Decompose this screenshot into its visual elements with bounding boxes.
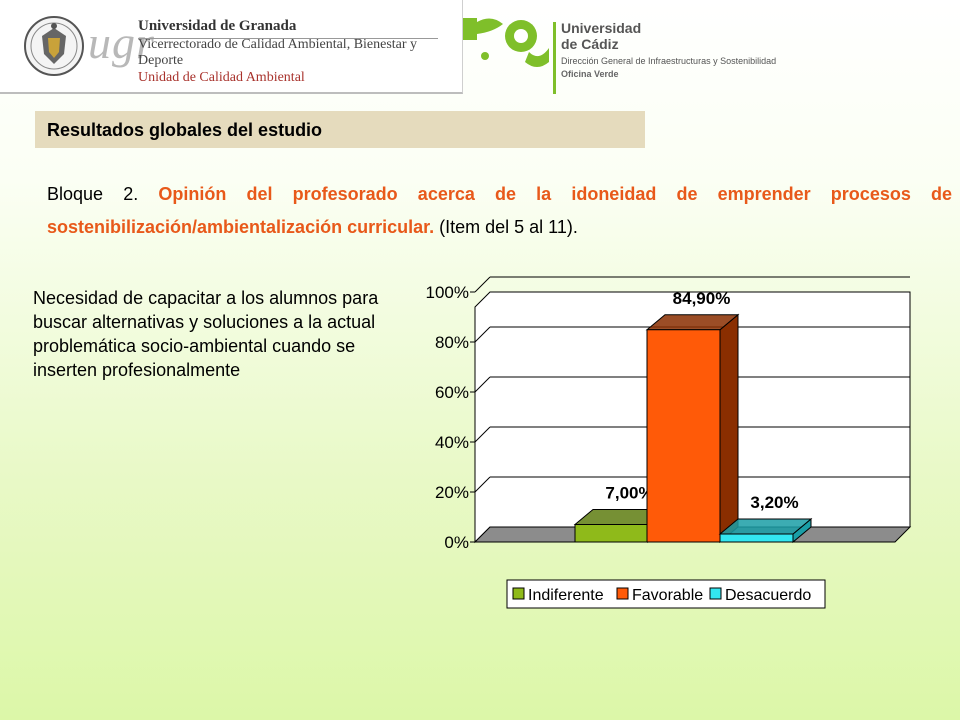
- bar-side-favorable: [719, 313, 739, 544]
- legend-label-desacuerdo: Desacuerdo: [725, 587, 811, 604]
- ugr-name: Universidad de Granada: [138, 18, 297, 34]
- uca-header: Universidad de Cádiz Dirección General d…: [463, 18, 833, 98]
- gridline-side: [474, 376, 491, 393]
- ugr-vicerrectorado: Vicerrectorado de Calidad Ambiental, Bie…: [138, 37, 418, 68]
- y-tick-label: 60%: [435, 383, 469, 402]
- ugr-unidad: Unidad de Calidad Ambiental: [138, 70, 305, 85]
- legend-label-indiferente: Indiferente: [528, 587, 604, 604]
- uca-divider: [553, 22, 556, 94]
- description-text: Necesidad de capacitar a los alumnos par…: [33, 288, 379, 380]
- uca-name-line1: Universidad: [561, 20, 642, 36]
- y-tick-label: 0%: [444, 533, 469, 552]
- uca-name-line2: de Cádiz: [561, 36, 619, 52]
- bar-indiferente: [574, 524, 649, 543]
- bar-favorable: [646, 329, 721, 543]
- section-title-bar: Resultados globales del estudio: [35, 111, 645, 148]
- bloque-highlight: Opinión del profesorado acerca de la ido…: [47, 184, 952, 237]
- uca-oficina: Oficina Verde: [561, 69, 619, 79]
- ugr-header: ugr Universidad de Granada Vicerrectorad…: [0, 0, 463, 94]
- legend: [506, 579, 826, 609]
- y-tick-label: 100%: [426, 283, 469, 302]
- ugr-coat-of-arms-icon: [24, 16, 84, 76]
- uca-logo-icon: [463, 18, 549, 67]
- section-title: Resultados globales del estudio: [47, 120, 323, 140]
- ugr-text-block: Universidad de Granada Vicerrectorado de…: [138, 18, 462, 86]
- y-tick-label: 20%: [435, 483, 469, 502]
- bloque-suffix: (Item del 5 al 11).: [434, 217, 578, 237]
- data-label-desacuerdo: 3,20%: [750, 493, 798, 512]
- ugr-divider: [138, 38, 438, 39]
- bar-desacuerdo: [719, 533, 794, 543]
- uca-name: Universidad de Cádiz: [561, 20, 641, 52]
- legend-swatch-indiferente: [512, 587, 525, 600]
- gridline-side: [474, 326, 491, 343]
- gridline-side: [474, 476, 491, 493]
- bloque-paragraph: Bloque 2. Opinión del profesorado acerca…: [47, 178, 952, 244]
- gridline-side: [474, 276, 491, 293]
- gridline-side: [474, 426, 491, 443]
- legend-label-favorable: Favorable: [632, 587, 703, 604]
- data-label-favorable: 84,90%: [673, 289, 731, 308]
- uca-direccion: Dirección General de Infraestructuras y …: [561, 56, 777, 66]
- legend-swatch-desacuerdo: [709, 587, 722, 600]
- bloque-prefix: Bloque 2.: [47, 184, 159, 204]
- legend-swatch-favorable: [616, 587, 629, 600]
- data-label-indiferente: 7,00%: [605, 484, 653, 503]
- ugr-wordmark: ugr: [88, 17, 155, 68]
- y-tick-label: 80%: [435, 333, 469, 352]
- y-tick-label: 40%: [435, 433, 469, 452]
